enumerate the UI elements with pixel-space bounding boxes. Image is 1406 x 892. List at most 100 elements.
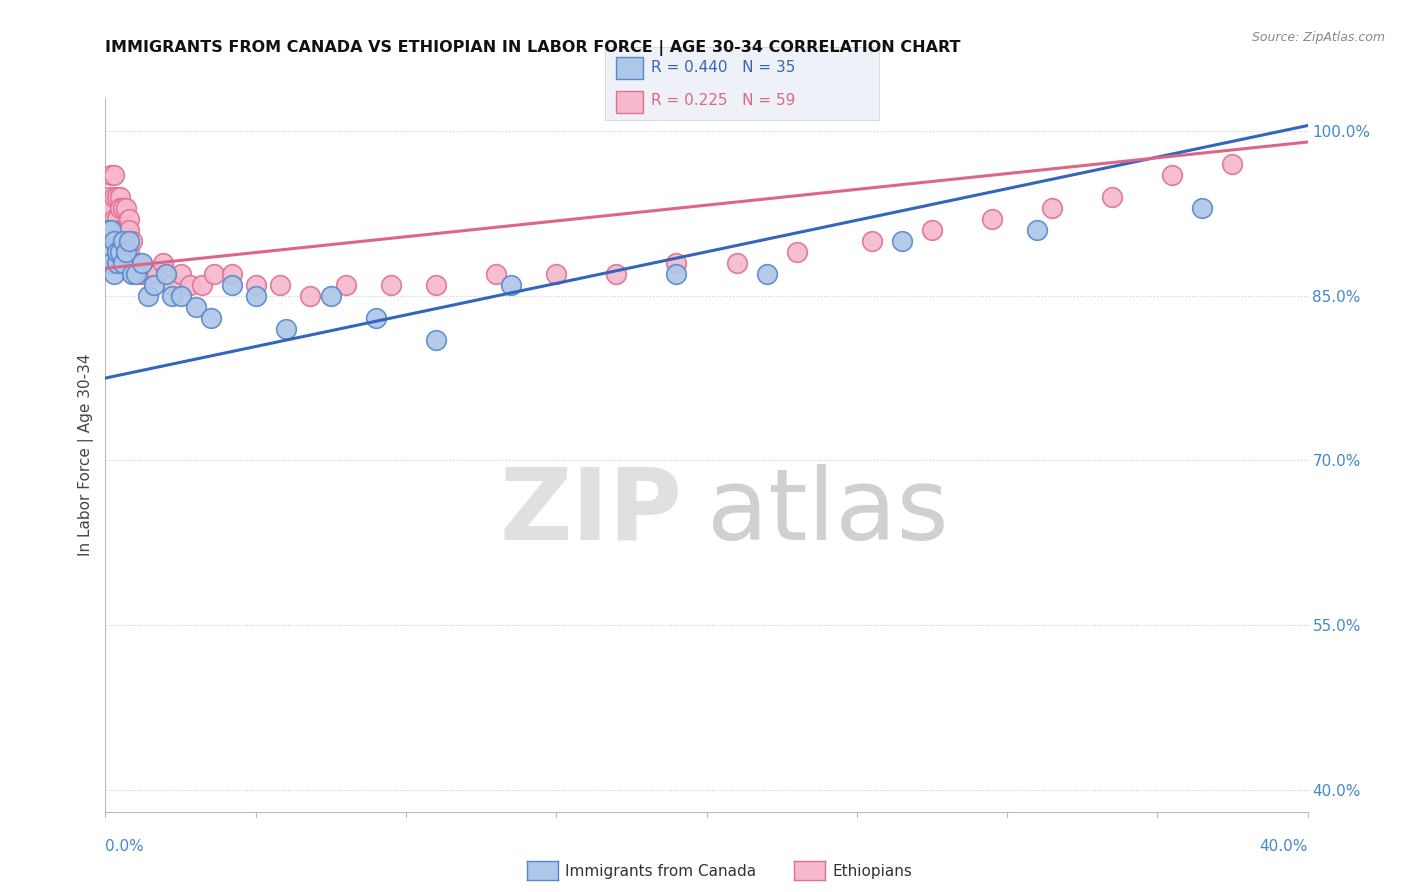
- Point: [179, 277, 201, 292]
- Point: [97, 223, 120, 237]
- Text: atlas: atlas: [707, 464, 948, 560]
- Point: [107, 244, 129, 259]
- Point: [145, 267, 167, 281]
- Point: [128, 256, 150, 270]
- Point: [134, 267, 156, 281]
- Point: [755, 267, 778, 281]
- Point: [364, 310, 387, 325]
- Point: [121, 267, 143, 281]
- Point: [103, 211, 125, 226]
- Point: [860, 234, 883, 248]
- Point: [786, 244, 808, 259]
- Point: [100, 201, 122, 215]
- Point: [107, 211, 129, 226]
- Point: [103, 267, 125, 281]
- Point: [184, 300, 207, 314]
- Point: [112, 234, 135, 248]
- Point: [107, 256, 129, 270]
- Point: [112, 256, 135, 270]
- Bar: [616, 57, 643, 78]
- Point: [160, 289, 183, 303]
- Point: [118, 234, 141, 248]
- Point: [981, 211, 1004, 226]
- Point: [335, 277, 357, 292]
- Point: [118, 211, 141, 226]
- Point: [110, 244, 132, 259]
- Text: ZIP: ZIP: [499, 464, 682, 560]
- Point: [115, 223, 138, 237]
- Text: 40.0%: 40.0%: [1260, 839, 1308, 855]
- Point: [546, 267, 568, 281]
- Point: [110, 201, 132, 215]
- Text: Ethiopians: Ethiopians: [832, 864, 912, 879]
- Point: [118, 244, 141, 259]
- Point: [112, 201, 135, 215]
- Point: [274, 321, 297, 335]
- Point: [97, 190, 120, 204]
- Point: [380, 277, 402, 292]
- Point: [425, 277, 447, 292]
- Point: [269, 277, 291, 292]
- Text: Immigrants from Canada: Immigrants from Canada: [565, 864, 756, 879]
- Point: [202, 267, 225, 281]
- Point: [200, 310, 222, 325]
- Point: [1161, 168, 1184, 182]
- Point: [110, 244, 132, 259]
- Point: [142, 277, 165, 292]
- Point: [319, 289, 342, 303]
- Point: [501, 277, 523, 292]
- Point: [118, 223, 141, 237]
- Point: [605, 267, 627, 281]
- Point: [136, 289, 159, 303]
- Point: [169, 267, 191, 281]
- Point: [245, 289, 267, 303]
- Point: [97, 223, 120, 237]
- Point: [97, 244, 120, 259]
- Y-axis label: In Labor Force | Age 30-34: In Labor Force | Age 30-34: [79, 353, 94, 557]
- Text: 0.0%: 0.0%: [105, 839, 145, 855]
- Point: [100, 168, 122, 182]
- Point: [124, 267, 146, 281]
- Point: [245, 277, 267, 292]
- Text: R = 0.440   N = 35: R = 0.440 N = 35: [651, 60, 796, 75]
- Point: [100, 223, 122, 237]
- Point: [103, 168, 125, 182]
- Bar: [616, 91, 643, 113]
- Point: [110, 223, 132, 237]
- Point: [221, 277, 243, 292]
- Point: [115, 244, 138, 259]
- Point: [160, 277, 183, 292]
- Point: [221, 267, 243, 281]
- Point: [100, 256, 122, 270]
- Point: [1222, 157, 1244, 171]
- Point: [121, 256, 143, 270]
- Point: [107, 234, 129, 248]
- Point: [124, 256, 146, 270]
- Point: [131, 267, 153, 281]
- Point: [115, 244, 138, 259]
- Point: [103, 190, 125, 204]
- Point: [139, 267, 162, 281]
- Point: [169, 289, 191, 303]
- Point: [103, 234, 125, 248]
- Point: [1040, 201, 1063, 215]
- Point: [152, 256, 174, 270]
- Point: [665, 256, 688, 270]
- Point: [131, 256, 153, 270]
- Point: [890, 234, 912, 248]
- Text: R = 0.225   N = 59: R = 0.225 N = 59: [651, 93, 796, 108]
- Point: [110, 190, 132, 204]
- Point: [725, 256, 748, 270]
- Point: [100, 223, 122, 237]
- Point: [121, 234, 143, 248]
- Point: [112, 223, 135, 237]
- Point: [112, 244, 135, 259]
- Point: [665, 267, 688, 281]
- Text: Source: ZipAtlas.com: Source: ZipAtlas.com: [1251, 31, 1385, 45]
- Point: [97, 201, 120, 215]
- Point: [1026, 223, 1049, 237]
- Point: [921, 223, 943, 237]
- Text: IMMIGRANTS FROM CANADA VS ETHIOPIAN IN LABOR FORCE | AGE 30-34 CORRELATION CHART: IMMIGRANTS FROM CANADA VS ETHIOPIAN IN L…: [105, 40, 960, 56]
- Point: [155, 267, 177, 281]
- Point: [485, 267, 508, 281]
